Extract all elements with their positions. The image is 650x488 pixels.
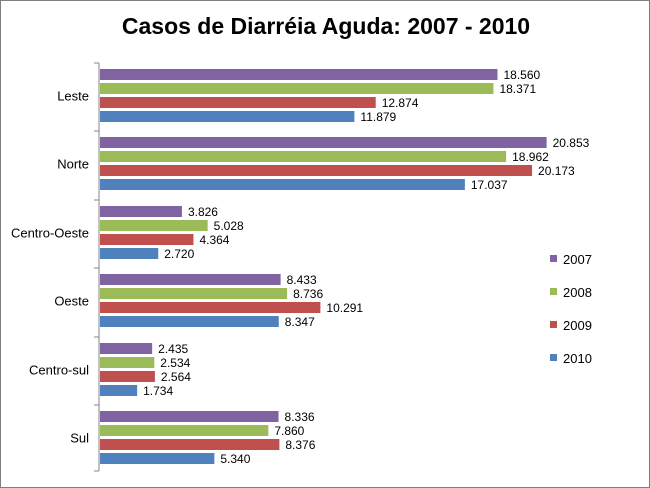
data-label-sul-2008: 7.860 [274,424,304,438]
bar-leste-2009 [100,97,376,108]
bar-norte-2009 [100,165,533,176]
bar-leste-2010 [100,111,355,122]
legend-swatch-2007 [550,255,557,262]
bar-norte-2010 [100,179,465,190]
data-label-norte-2010: 17.037 [471,178,508,192]
data-label-norte-2007: 20.853 [553,136,590,150]
bar-leste-2007 [100,69,498,80]
data-label-sul-2007: 8.336 [285,410,315,424]
category-label-leste: Leste [57,89,89,104]
bar-norte-2008 [100,151,507,162]
legend-swatch-2009 [550,321,557,328]
data-label-centro-sul-2010: 1.734 [143,384,173,398]
category-label-centro-sul: Centro-sul [29,363,89,378]
legend-swatch-2010 [550,354,557,361]
bar-centro-oeste-2008 [100,220,208,231]
category-label-centro-oeste: Centro-Oeste [11,226,89,241]
category-label-oeste: Oeste [54,294,89,309]
bar-centro-sul-2008 [100,357,155,368]
legend-label-2008: 2008 [563,285,592,300]
data-label-leste-2007: 18.560 [503,68,540,82]
legend-label-2007: 2007 [563,252,592,267]
legend-label-2009: 2009 [563,318,592,333]
category-label-norte: Norte [57,157,89,172]
bar-centro-oeste-2007 [100,206,182,217]
category-label-sul: Sul [70,431,89,446]
data-label-centro-sul-2008: 2.534 [160,356,190,370]
bar-centro-sul-2007 [100,343,153,354]
data-label-leste-2008: 18.371 [499,82,536,96]
legend-label-2010: 2010 [563,351,592,366]
data-label-sul-2010: 5.340 [220,452,250,466]
bar-oeste-2008 [100,288,288,299]
bar-norte-2007 [100,137,547,148]
data-label-centro-oeste-2008: 5.028 [214,219,244,233]
data-label-leste-2010: 11.879 [360,110,396,124]
bar-centro-sul-2010 [100,385,138,396]
data-label-centro-sul-2007: 2.435 [158,342,188,356]
bar-centro-oeste-2010 [100,248,159,259]
bar-sul-2009 [100,439,280,450]
data-label-oeste-2008: 8.736 [293,287,323,301]
bar-oeste-2010 [100,316,279,327]
data-label-norte-2009: 20.173 [538,164,575,178]
bar-oeste-2007 [100,274,281,285]
data-label-centro-oeste-2010: 2.720 [164,247,194,261]
bar-centro-oeste-2009 [100,234,194,245]
bar-oeste-2009 [100,302,321,313]
bar-sul-2008 [100,425,269,436]
data-label-centro-oeste-2009: 4.364 [199,233,229,247]
data-label-centro-sul-2009: 2.564 [161,370,191,384]
bar-sul-2007 [100,411,279,422]
data-label-oeste-2010: 8.347 [285,315,315,329]
data-label-oeste-2007: 8.433 [287,273,317,287]
data-label-oeste-2009: 10.291 [326,301,363,315]
data-label-sul-2009: 8.376 [285,438,315,452]
data-label-norte-2008: 18.962 [512,150,549,164]
data-label-leste-2009: 12.874 [382,96,419,110]
legend-swatch-2008 [550,288,557,295]
chart-title: Casos de Diarréia Aguda: 2007 - 2010 [121,13,531,39]
data-label-centro-oeste-2007: 3.826 [188,205,218,219]
bar-centro-sul-2009 [100,371,155,382]
bar-sul-2010 [100,453,215,464]
bar-leste-2008 [100,83,494,94]
